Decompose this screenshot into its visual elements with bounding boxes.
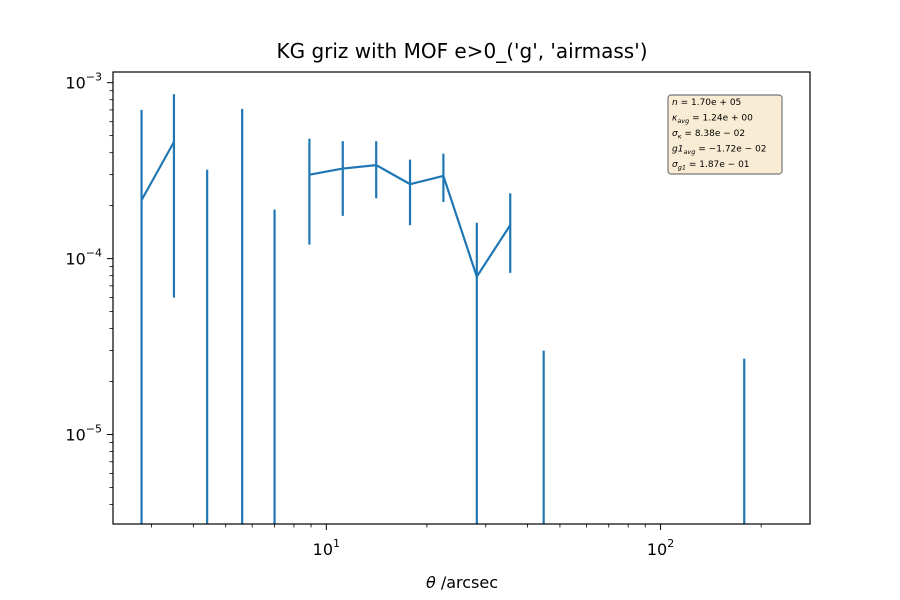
x-tick-label: 101 bbox=[313, 537, 340, 559]
chart-title: KG griz with MOF e>0_('g', 'airmass') bbox=[276, 39, 647, 63]
series-line bbox=[140, 141, 512, 278]
stats-line: σg1 = 1.87e − 01 bbox=[672, 160, 750, 172]
plot-frame bbox=[112, 71, 811, 525]
x-tick-label: 102 bbox=[647, 537, 674, 559]
x-axis-label-text: /arcsec bbox=[436, 573, 498, 592]
y-tick-label: 10−4 bbox=[65, 247, 102, 269]
stats-line: g1avg = −1.72e − 02 bbox=[672, 145, 767, 157]
stats-line: σκ = 8.38e − 02 bbox=[672, 129, 745, 141]
x-axis-label: θ /arcsec bbox=[426, 573, 498, 592]
y-tick-label: 10−5 bbox=[65, 423, 102, 445]
stats-box: n = 1.70e + 05 κavg = 1.24e + 00 σκ = 8.38… bbox=[667, 94, 783, 175]
stats-box-background bbox=[667, 94, 783, 175]
stats-line: κavg = 1.24e + 00 bbox=[672, 114, 753, 126]
plot-layer bbox=[140, 94, 746, 524]
ticks-layer: 101 102 10−5 10−4 10−3 bbox=[65, 71, 762, 559]
stats-lines: n = 1.70e + 05 κavg = 1.24e + 00 σκ = 8.38… bbox=[672, 98, 767, 172]
x-axis-label-symbol: θ bbox=[426, 573, 436, 592]
stats-line: n = 1.70e + 05 bbox=[672, 98, 741, 108]
y-tick-label: 10−3 bbox=[65, 71, 102, 93]
